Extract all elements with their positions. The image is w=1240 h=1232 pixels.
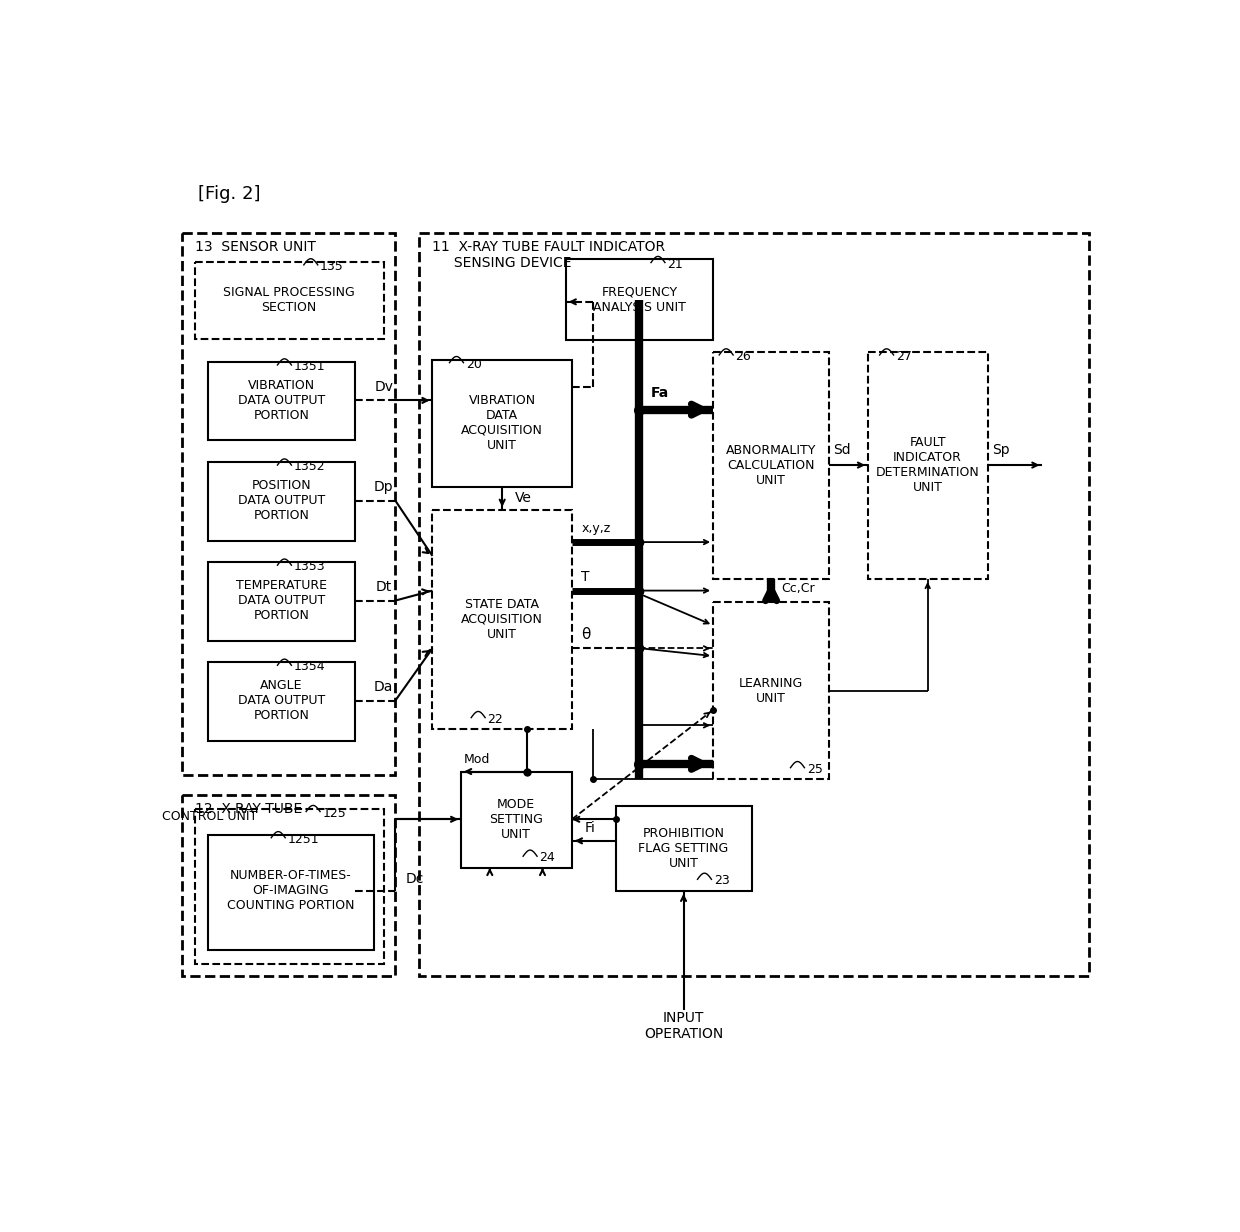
Text: x,y,z: x,y,z <box>582 522 610 536</box>
Text: FAULT
INDICATOR
DETERMINATION
UNIT: FAULT INDICATOR DETERMINATION UNIT <box>875 436 980 494</box>
Text: INPUT
OPERATION: INPUT OPERATION <box>644 1010 723 1041</box>
Text: POSITION
DATA OUTPUT
PORTION: POSITION DATA OUTPUT PORTION <box>238 479 325 522</box>
Text: 27: 27 <box>895 350 911 363</box>
Text: ABNORMALITY
CALCULATION
UNIT: ABNORMALITY CALCULATION UNIT <box>725 444 816 487</box>
Text: 135: 135 <box>320 260 343 274</box>
Text: 13  SENSOR UNIT: 13 SENSOR UNIT <box>196 240 316 254</box>
Text: Mod: Mod <box>464 754 490 766</box>
Text: ANGLE
DATA OUTPUT
PORTION: ANGLE DATA OUTPUT PORTION <box>238 679 325 722</box>
Text: T: T <box>582 569 590 584</box>
Text: 24: 24 <box>539 851 556 865</box>
Bar <box>565 260 713 340</box>
Text: Dv: Dv <box>374 379 393 393</box>
Text: STATE DATA
ACQUISITION
UNIT: STATE DATA ACQUISITION UNIT <box>461 598 543 641</box>
Bar <box>616 806 751 891</box>
Bar <box>868 352 988 579</box>
Bar <box>713 602 830 780</box>
Text: LEARNING
UNIT: LEARNING UNIT <box>739 676 804 705</box>
Text: VIBRATION
DATA OUTPUT
PORTION: VIBRATION DATA OUTPUT PORTION <box>238 379 325 421</box>
Text: PROHIBITION
FLAG SETTING
UNIT: PROHIBITION FLAG SETTING UNIT <box>639 827 729 870</box>
Text: 1353: 1353 <box>294 561 325 573</box>
Text: Dp: Dp <box>373 479 393 494</box>
Text: FREQUENCY
ANALYSIS UNIT: FREQUENCY ANALYSIS UNIT <box>593 286 686 313</box>
Text: VIBRATION
DATA
ACQUISITION
UNIT: VIBRATION DATA ACQUISITION UNIT <box>461 394 543 452</box>
Text: CONTROL UNIT: CONTROL UNIT <box>161 809 257 823</box>
Bar <box>207 462 355 541</box>
Bar <box>207 835 374 950</box>
Text: MODE
SETTING
UNIT: MODE SETTING UNIT <box>490 798 543 840</box>
Text: 12  X-RAY TUBE: 12 X-RAY TUBE <box>196 802 303 817</box>
Bar <box>196 261 383 339</box>
Bar <box>419 233 1089 976</box>
Text: Cc,Cr: Cc,Cr <box>781 582 815 595</box>
Text: [Fig. 2]: [Fig. 2] <box>197 185 260 203</box>
Text: SIGNAL PROCESSING
SECTION: SIGNAL PROCESSING SECTION <box>223 286 355 314</box>
Text: θ: θ <box>582 627 590 642</box>
Bar <box>182 233 396 775</box>
Text: TEMPERATURE
DATA OUTPUT
PORTION: TEMPERATURE DATA OUTPUT PORTION <box>236 579 327 622</box>
Text: 22: 22 <box>487 712 503 726</box>
Text: 23: 23 <box>714 875 729 887</box>
Text: 1354: 1354 <box>294 660 325 674</box>
Text: Fi: Fi <box>585 821 596 835</box>
Text: Dt: Dt <box>376 580 392 594</box>
Text: NUMBER-OF-TIMES-
OF-IMAGING
COUNTING PORTION: NUMBER-OF-TIMES- OF-IMAGING COUNTING POR… <box>227 870 355 913</box>
Text: Da: Da <box>374 680 393 694</box>
Bar <box>207 362 355 440</box>
Text: 1351: 1351 <box>294 360 325 373</box>
Text: 1352: 1352 <box>294 460 325 473</box>
Text: Ve: Ve <box>516 492 532 505</box>
Bar <box>713 352 830 579</box>
Bar <box>461 771 572 867</box>
Bar <box>182 795 396 976</box>
Text: 21: 21 <box>667 257 683 271</box>
Text: 125: 125 <box>322 807 346 819</box>
Bar <box>433 510 572 729</box>
Text: 20: 20 <box>466 357 481 371</box>
Bar <box>207 562 355 641</box>
Text: 1251: 1251 <box>288 833 319 846</box>
Text: Dc: Dc <box>405 872 424 886</box>
Bar <box>433 360 572 487</box>
Text: 25: 25 <box>807 763 822 776</box>
Text: 11  X-RAY TUBE FAULT INDICATOR
     SENSING DEVICE: 11 X-RAY TUBE FAULT INDICATOR SENSING DE… <box>432 240 665 271</box>
Text: Sp: Sp <box>992 444 1009 457</box>
Text: Sd: Sd <box>833 444 851 457</box>
Text: 26: 26 <box>735 350 751 363</box>
Bar <box>207 663 355 740</box>
Bar <box>196 808 383 963</box>
Text: Fa: Fa <box>651 386 670 399</box>
